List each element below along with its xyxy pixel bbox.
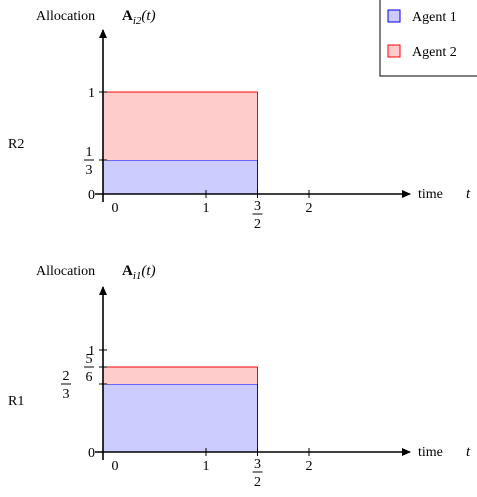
- x-axis-symbol: t: [466, 444, 471, 460]
- panel-r2: 0 1 3 2 2 0 1 3 1 Allocation Ai2(t) time t R2: [8, 8, 471, 232]
- x-tick-label-numerator: 3: [254, 199, 261, 214]
- y-tick-label: 0: [88, 446, 95, 461]
- area-agent-2: [103, 367, 258, 384]
- legend-label-agent-2: Agent 2: [412, 45, 457, 60]
- y-tick-label-denominator: 3: [86, 163, 93, 178]
- y-tick-label-denominator: 3: [63, 387, 70, 402]
- legend-swatch-agent-2: [387, 44, 401, 58]
- panel-r1: 0 1 3 2 2 0 2 3 5 6 1 Allocation Ai1(t) time t R1: [8, 263, 471, 490]
- x-tick-label-denominator: 2: [254, 217, 261, 232]
- area-agent-2: [103, 92, 258, 161]
- y-axis-symbol: Ai1(t): [122, 263, 156, 282]
- y-tick-label-numerator: 5: [86, 352, 93, 367]
- x-tick-label: 2: [306, 201, 313, 216]
- x-axis-label: time: [418, 187, 443, 202]
- resource-label-r1: R1: [8, 394, 24, 409]
- x-tick-label: 1: [203, 459, 210, 474]
- y-tick-label: 0: [88, 188, 95, 203]
- x-tick-label-denominator: 2: [254, 475, 261, 490]
- x-axis-label: time: [418, 445, 443, 460]
- y-tick-label: 1: [88, 344, 95, 359]
- resource-label-r2: R2: [8, 137, 24, 152]
- y-axis-label: Allocation: [36, 9, 95, 24]
- x-tick-label: 0: [112, 201, 119, 216]
- legend: Agent 1 Agent 2: [379, 0, 477, 77]
- x-tick-label: 1: [203, 201, 210, 216]
- area-agent-1: [103, 383, 258, 452]
- area-agent-1: [103, 160, 258, 194]
- x-tick-label: 0: [112, 459, 119, 474]
- x-tick-label-numerator: 3: [254, 457, 261, 472]
- y-axis-symbol: Ai2(t): [122, 8, 156, 27]
- y-axis-label: Allocation: [36, 264, 95, 279]
- y-tick-label-numerator: 1: [86, 145, 93, 160]
- x-tick-label: 2: [306, 459, 313, 474]
- y-tick-label-denominator: 6: [86, 370, 93, 385]
- y-tick-label-numerator: 2: [63, 369, 70, 384]
- y-tick-label: 1: [88, 86, 95, 101]
- x-axis-symbol: t: [466, 186, 471, 202]
- legend-swatch-agent-1: [387, 9, 401, 23]
- legend-label-agent-1: Agent 1: [412, 10, 457, 25]
